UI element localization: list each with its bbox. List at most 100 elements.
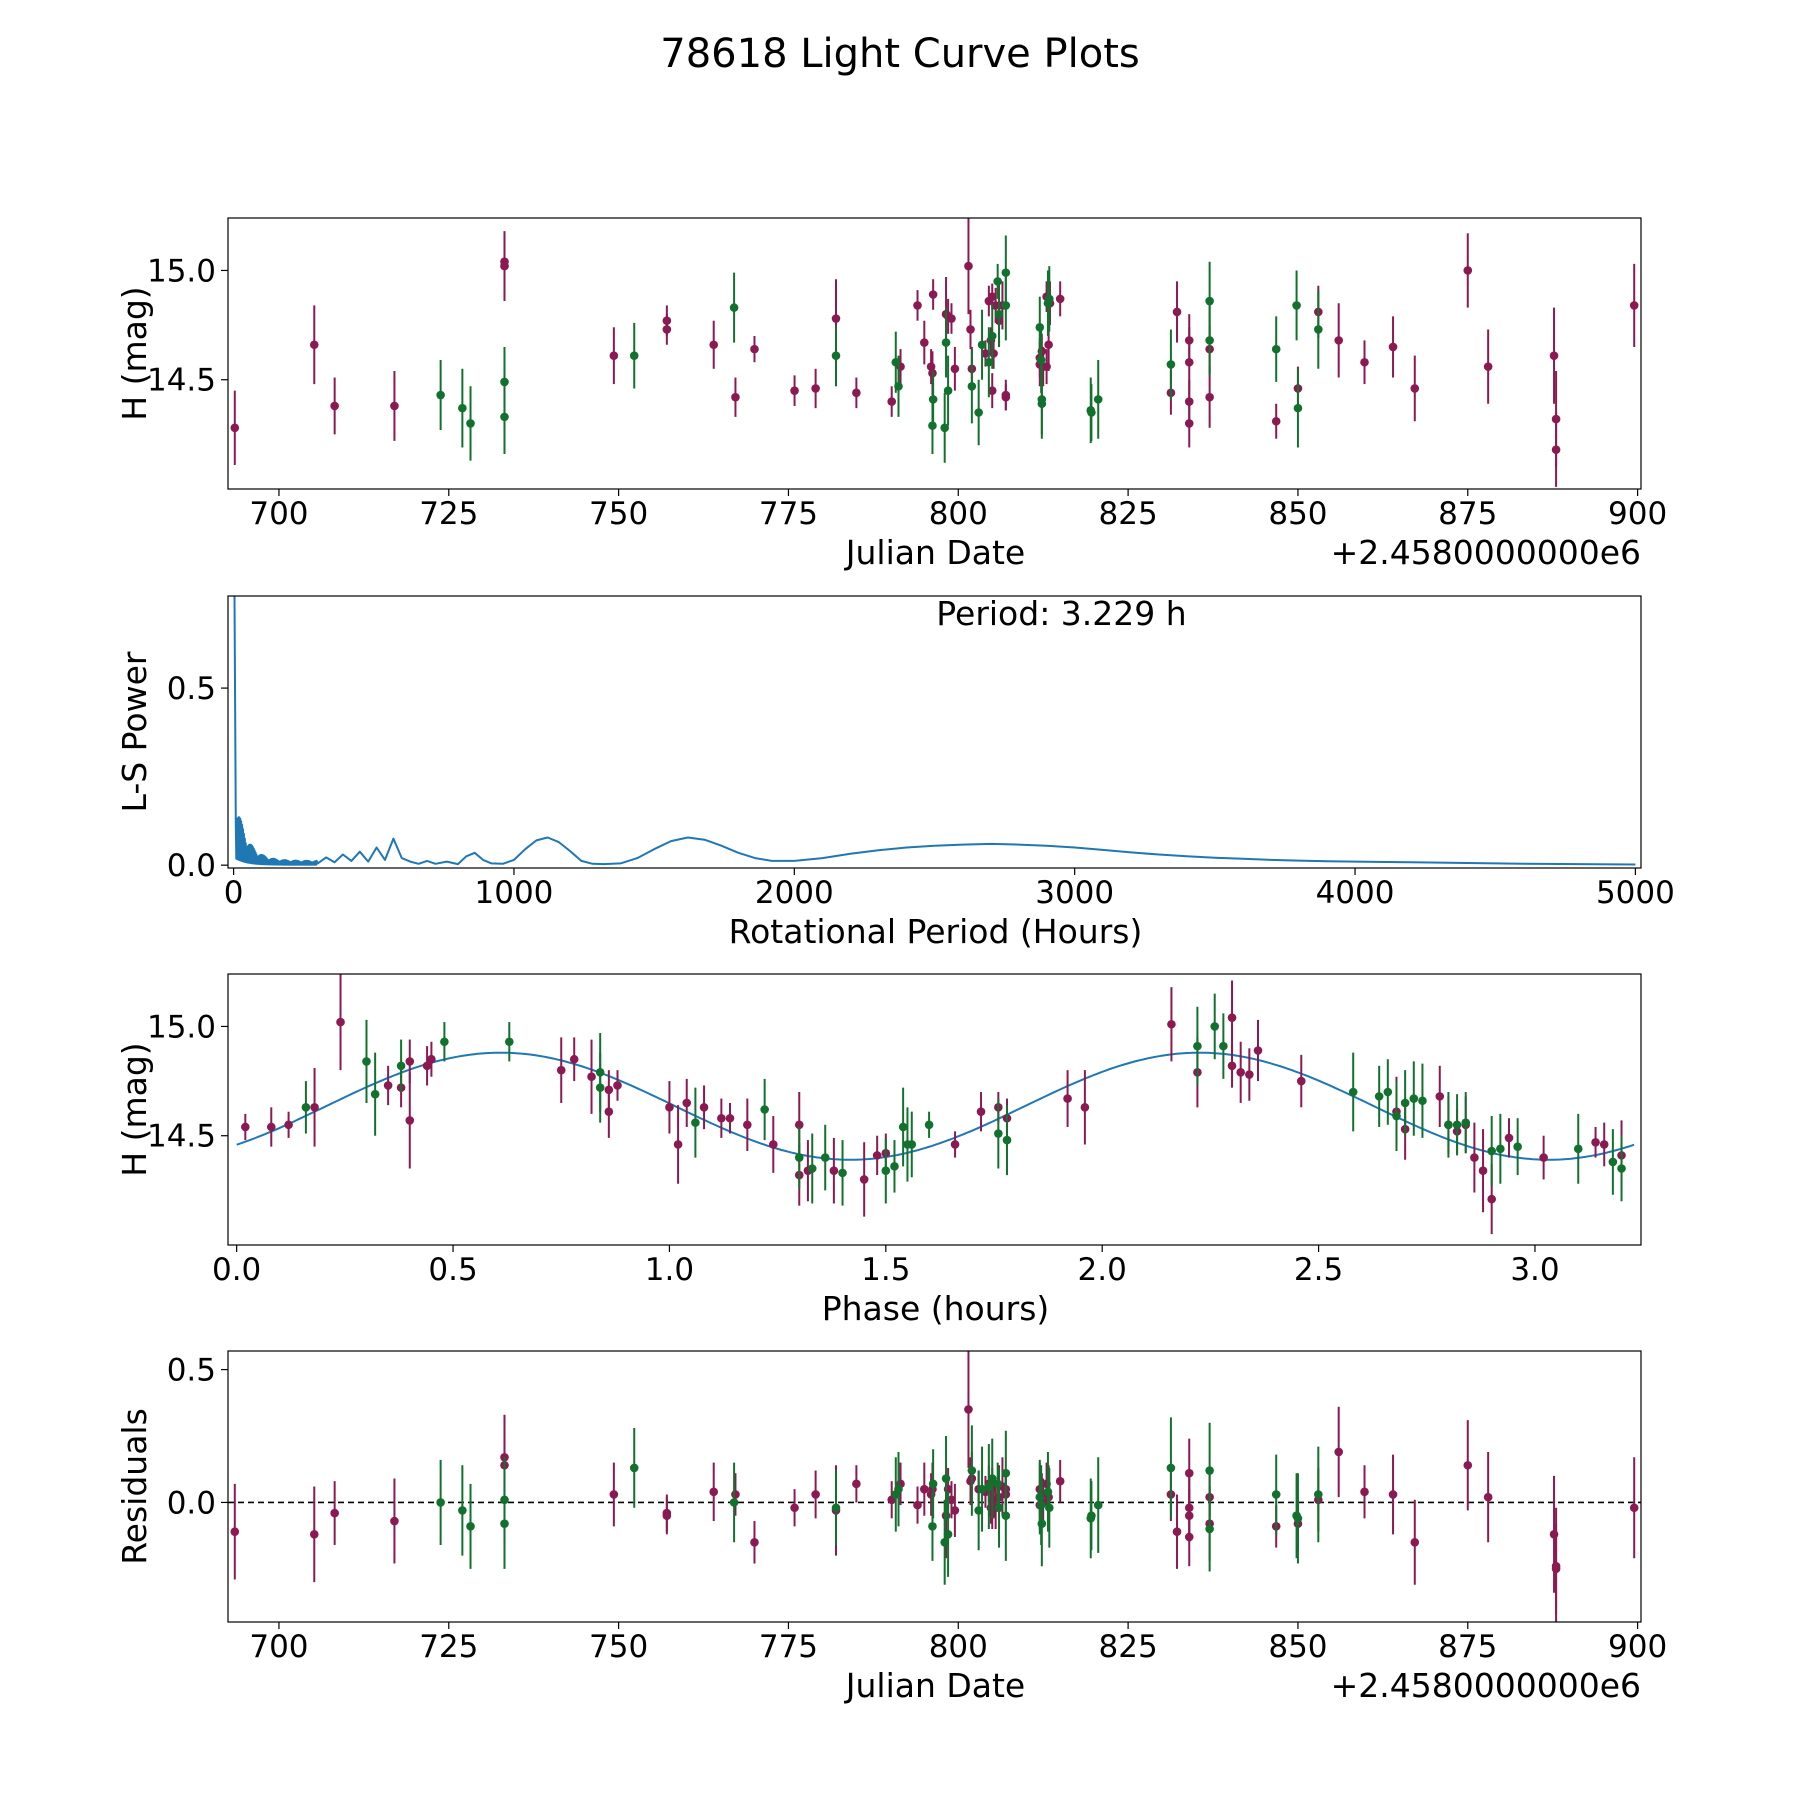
data-point: [1037, 399, 1047, 409]
data-point: [673, 1140, 683, 1149]
y-tick-label: 0.5: [167, 671, 216, 707]
data-point: [362, 1057, 371, 1066]
data-point: [1271, 1490, 1281, 1499]
figure-title: 78618 Light Curve Plots: [660, 31, 1139, 77]
x-tick-label: 0.5: [428, 1252, 477, 1288]
data-point: [1452, 1120, 1462, 1130]
data-point: [1044, 340, 1053, 350]
data-point: [1271, 344, 1281, 354]
data-point: [1444, 1120, 1453, 1130]
data-point: [913, 1500, 922, 1510]
data-point: [1184, 1468, 1194, 1478]
data-point: [725, 1113, 735, 1123]
axes-frame: [227, 595, 1642, 869]
data-point: [330, 401, 339, 411]
data-point: [872, 1151, 882, 1160]
x-tick-label: 725: [419, 1629, 478, 1665]
data-point: [977, 340, 987, 350]
data-point: [1219, 1041, 1228, 1051]
data-point: [984, 357, 994, 367]
data-point: [1293, 403, 1303, 413]
data-point: [436, 1498, 445, 1507]
data-point: [1418, 1096, 1427, 1106]
plot-area: [233, 596, 1636, 866]
data-point: [1360, 357, 1369, 367]
data-point: [1001, 392, 1011, 402]
data-point: [987, 331, 997, 341]
data-point: [587, 1072, 596, 1082]
x-tick-label: 850: [1268, 1629, 1327, 1665]
data-point: [928, 395, 938, 404]
axes-frame: [227, 217, 1642, 490]
x-tick-label: 700: [249, 1629, 308, 1665]
data-point: [994, 1129, 1003, 1138]
data-point: [928, 290, 938, 299]
x-tick-label: 875: [1438, 496, 1497, 532]
x-tick-label: 2.0: [1078, 1252, 1127, 1288]
data-point: [466, 1522, 475, 1531]
data-point: [950, 364, 960, 374]
data-point: [309, 340, 319, 350]
data-point: [984, 1482, 994, 1491]
data-point: [301, 1103, 311, 1112]
data-point: [691, 1118, 700, 1127]
data-point: [994, 309, 1004, 319]
data-point: [1063, 1094, 1072, 1103]
data-point: [1296, 1076, 1306, 1086]
x-tick-label: 725: [419, 496, 478, 532]
data-point: [699, 1103, 709, 1112]
y-tick-label: 0.0: [167, 1485, 216, 1521]
x-tick-label: 0.0: [212, 1252, 261, 1288]
plot-area: [228, 1351, 1641, 1622]
data-point: [989, 349, 998, 358]
data-point: [1629, 301, 1639, 310]
data-point: [241, 1122, 250, 1132]
data-point: [790, 1503, 799, 1513]
data-point: [976, 1107, 986, 1116]
x-tick-label: 875: [1438, 1629, 1497, 1665]
x-axis-label: Julian Date: [844, 1666, 1026, 1705]
data-point: [1205, 1524, 1214, 1534]
data-point: [750, 1537, 759, 1547]
data-point: [1205, 392, 1214, 402]
data-point: [556, 1065, 566, 1075]
data-point: [964, 261, 973, 271]
x-tick-label: 700: [249, 496, 308, 532]
data-point: [831, 351, 841, 360]
data-point: [1292, 301, 1301, 310]
data-point: [1573, 1144, 1583, 1154]
data-point: [436, 390, 445, 400]
data-point: [731, 392, 740, 402]
panel-phased-light-curve: 0.0 0.5 1.0 1.5 2.0 2.5 3.0 14.5 15.0 Phase (hour…: [115, 973, 1642, 1328]
y-tick-label: 14.5: [147, 363, 216, 399]
x-tick-label: 775: [759, 496, 818, 532]
data-point: [729, 1498, 739, 1507]
data-point: [1463, 266, 1473, 275]
data-point: [966, 325, 975, 334]
data-point: [940, 423, 949, 433]
data-point: [974, 408, 983, 417]
data-point: [1360, 1487, 1369, 1497]
x-offset-text: +2.4580000000e6: [1331, 1666, 1641, 1705]
data-point: [505, 1037, 514, 1047]
x-tick-label: 775: [759, 1629, 818, 1665]
axes-frame: [227, 1350, 1642, 1623]
data-point: [1080, 1103, 1090, 1112]
data-point: [1487, 1194, 1496, 1204]
data-point: [1172, 307, 1182, 317]
data-point: [941, 1474, 951, 1483]
data-point: [1001, 1511, 1011, 1521]
data-point: [1055, 1476, 1065, 1486]
axes-frame: [227, 973, 1642, 1246]
data-point: [500, 257, 509, 267]
data-point: [1087, 1511, 1096, 1521]
data-point: [709, 340, 719, 350]
x-tick-label: 750: [589, 496, 648, 532]
y-axis-label: L-S Power: [115, 651, 154, 812]
data-point: [894, 1484, 903, 1494]
data-point: [230, 423, 240, 433]
data-point: [336, 1017, 345, 1027]
data-point: [310, 1103, 319, 1112]
plot-area: [236, 974, 1635, 1235]
data-point: [1227, 1013, 1237, 1023]
